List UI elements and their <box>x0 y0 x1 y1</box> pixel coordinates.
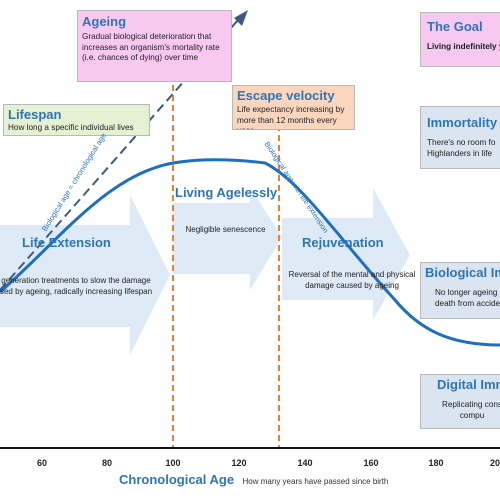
digital-immortality-title: Digital Imm <box>437 377 500 392</box>
x-tick-60: 60 <box>36 458 47 468</box>
digital-immortality-description: Replicating cons compu <box>441 400 500 420</box>
immortality-description: There's no room fo Highlanders in life <box>427 138 496 158</box>
x-tick-180: 180 <box>428 458 444 468</box>
digital-immortality-box: Digital Imm Replicating cons compu <box>420 374 500 429</box>
ageing-title: Ageing <box>82 14 127 29</box>
ageing-description: Gradual biological deterioration that in… <box>82 32 220 62</box>
escape-velocity-description: Life expectancy increasing by more than … <box>237 105 345 129</box>
biological-immortality-description: No longer ageing death from accide <box>435 288 500 308</box>
x-tick-200: 20 <box>489 458 500 468</box>
x-axis-title-main: Chronological Age <box>119 472 235 487</box>
lifespan-description: How long a specific individual lives <box>8 123 134 132</box>
x-tick-80: 80 <box>101 458 112 468</box>
lifespan-box: Lifespan How long a specific individual … <box>3 104 150 136</box>
rejuvenation-description: Reversal of the mental and physical dama… <box>288 270 416 290</box>
lifespan-title: Lifespan <box>8 107 62 122</box>
life-extension-arrow <box>0 195 170 355</box>
rejuvenation-title: Rejuvenation <box>302 235 384 250</box>
living-agelessly-description: Negligible senescence <box>185 225 266 234</box>
escape-velocity-title: Escape velocity <box>237 88 335 103</box>
immortality-title: Immortality (f <box>427 115 500 130</box>
rejuvenation-arrow <box>282 188 410 320</box>
living-agelessly-title: Living Agelessly <box>175 185 278 200</box>
life-extension-title: Life Extension <box>22 235 111 250</box>
goal-box: The Goal Living indefinitely yo <box>420 12 500 67</box>
x-tick-160: 160 <box>363 458 379 468</box>
biological-immortality-title: Biological Im <box>425 265 500 280</box>
life-extension-description: generation treatments to slow the damage… <box>0 276 153 296</box>
living-agelessly-arrow <box>173 187 282 290</box>
goal-description: Living indefinitely yo <box>427 42 500 51</box>
biological-age-curve <box>0 158 500 347</box>
biological-immortality-box: Biological Im No longer ageing death fro… <box>420 262 500 319</box>
x-tick-100: 100 <box>165 458 181 468</box>
x-axis-title: Chronological Age How many years have pa… <box>119 471 388 489</box>
x-axis-subtitle: How many years have passed since birth <box>242 477 389 486</box>
escape-velocity-box: Escape velocity Life expectancy increasi… <box>232 85 355 130</box>
x-tick-140: 140 <box>297 458 313 468</box>
ageing-box: Ageing Gradual biological deterioration … <box>77 10 232 82</box>
goal-title: The Goal <box>427 19 483 34</box>
x-tick-120: 120 <box>231 458 247 468</box>
chronological-age-arrowhead <box>234 10 248 26</box>
immortality-box: Immortality (f There's no room fo Highla… <box>420 106 500 169</box>
